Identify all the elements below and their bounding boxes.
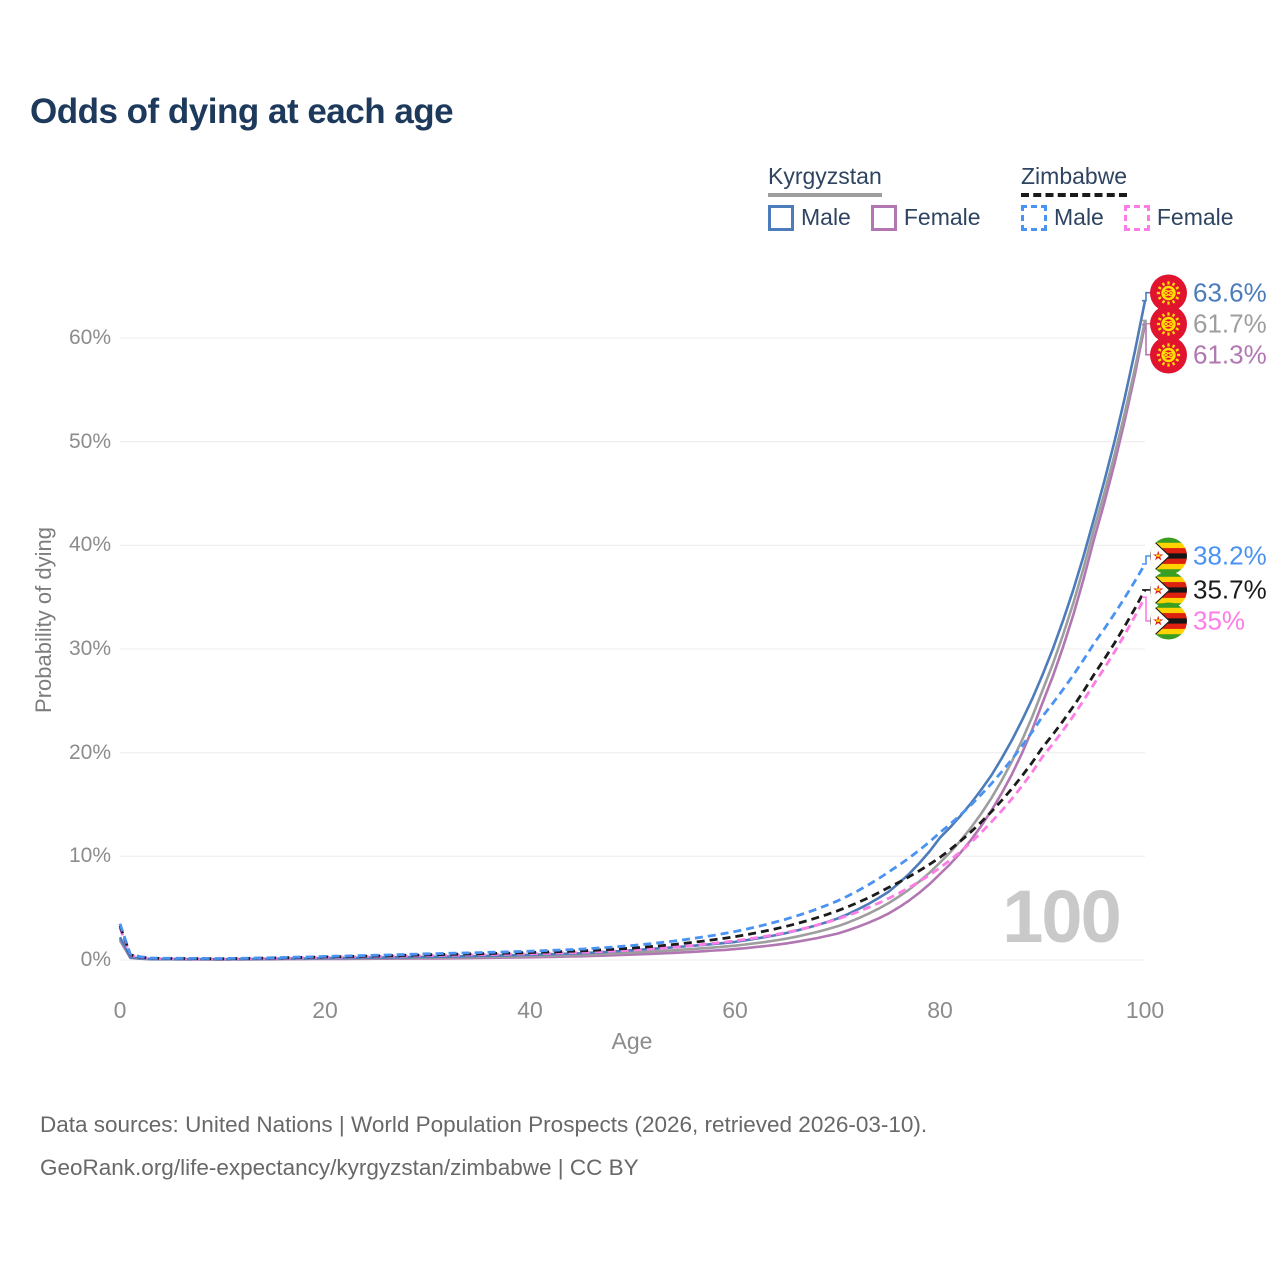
legend-item-zimbabwe-male[interactable]: Male (1021, 204, 1104, 231)
legend-item-kyrgyzstan-female[interactable]: Female (870, 204, 981, 231)
label-connector-line (1142, 323, 1151, 356)
y-tick-label: 20% (68, 740, 111, 764)
x-tick-label: 100 (1125, 997, 1165, 1023)
footer: Data sources: United Nations | World Pop… (40, 1103, 927, 1189)
series-line-kyrgyzstan-female (118, 324, 1147, 961)
kyrgyzstan-flag-icon (1150, 274, 1187, 312)
x-axis-title: Age (611, 1028, 653, 1054)
label-connector-line (1142, 596, 1151, 622)
legend-item-label: Female (1156, 204, 1234, 230)
end-value-label-kyrgyzstan-male: 63.6% (1193, 277, 1267, 308)
end-value-label-kyrgyzstan-female: 61.3% (1193, 339, 1267, 370)
x-tick-label: 60 (722, 997, 748, 1023)
kyrgyzstan-flag-icon (1150, 336, 1187, 374)
legend-items-row: Male Female (1021, 204, 1254, 231)
end-value-label-zimbabwe-female: 35% (1193, 605, 1246, 636)
page-title: Odds of dying at each age (30, 92, 454, 131)
end-value-label-zimbabwe-total: 35.7% (1193, 574, 1267, 605)
x-tick-label: 80 (927, 997, 953, 1023)
legend-item-label: Male (801, 204, 851, 230)
y-tick-label: 0% (80, 948, 111, 971)
footer-data-sources: Data sources: United Nations | World Pop… (40, 1112, 928, 1137)
y-tick-label: 60% (68, 326, 111, 349)
legend-swatch-icon (870, 204, 897, 231)
series-line-zimbabwe-male (118, 563, 1147, 960)
zimbabwe-flag-icon (1150, 537, 1187, 575)
legend-swatch-icon (1123, 204, 1150, 231)
legend-group-zimbabwe: Zimbabwe Male Female (1021, 163, 1254, 231)
label-connector-line (1142, 319, 1151, 325)
end-value-label-zimbabwe-male: 38.2% (1193, 540, 1267, 571)
series-line-kyrgyzstan-total (118, 320, 1147, 961)
end-value-label-kyrgyzstan-total: 61.7% (1193, 308, 1267, 339)
footer-attribution: GeoRank.org/life-expectancy/kyrgyzstan/z… (40, 1155, 639, 1180)
series-line-zimbabwe-total (118, 589, 1147, 961)
legend-group-kyrgyzstan: Kyrgyzstan Male Female (768, 163, 1001, 231)
x-tick-label: 20 (312, 997, 338, 1023)
x-tick-label: 0 (113, 997, 127, 1023)
legend-swatch-icon (768, 204, 794, 231)
label-connector-line (1142, 555, 1151, 565)
legend-item-label: Male (1054, 204, 1104, 230)
y-tick-label: 10% (68, 844, 111, 868)
series-line-zimbabwe-female (118, 596, 1147, 961)
legend-item-zimbabwe-female[interactable]: Female (1123, 204, 1234, 231)
x-tick-label: 40 (517, 997, 543, 1023)
y-tick-label: 30% (68, 637, 111, 660)
age-watermark: 100 (1002, 875, 1121, 958)
legend-country-label: Zimbabwe (1021, 163, 1128, 197)
series-line-kyrgyzstan-male (118, 300, 1147, 961)
zimbabwe-flag-icon (1150, 602, 1187, 640)
legend-swatch-icon (1021, 204, 1047, 231)
legend-item-label: Female (903, 204, 981, 230)
legend-items-row: Male Female (768, 204, 1001, 231)
legend-item-kyrgyzstan-male[interactable]: Male (768, 204, 851, 231)
y-tick-label: 40% (68, 533, 111, 557)
legend-country-label: Kyrgyzstan (768, 163, 882, 197)
y-tick-label: 50% (68, 429, 111, 453)
kyrgyzstan-flag-icon (1150, 305, 1187, 343)
label-connector-line (1142, 291, 1151, 302)
